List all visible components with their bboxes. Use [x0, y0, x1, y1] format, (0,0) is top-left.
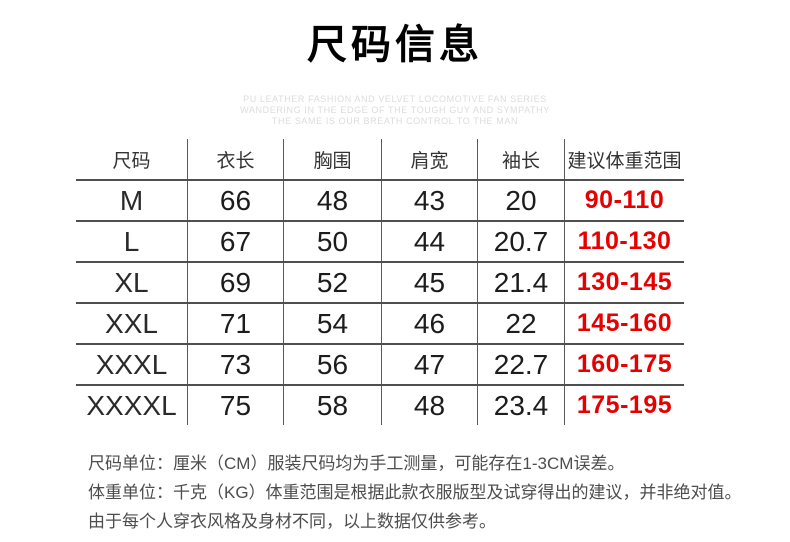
- table-row-m: M 66 48 43 20 90-110: [76, 179, 684, 220]
- cell-size: M: [76, 181, 188, 220]
- column-header-weight-range: 建议体重范围: [567, 150, 682, 172]
- cell-size: XL: [76, 263, 188, 302]
- cell-weight-range: 110-130: [577, 227, 672, 255]
- cell-shoulder: 43: [382, 181, 478, 220]
- size-table: 尺码 衣长 胸围 肩宽 袖长 建议体重范围 M 66 48 43 20 90-1…: [76, 139, 684, 425]
- column-header-chest: 胸围: [284, 139, 382, 179]
- note-size-unit: 尺码单位：厘米（CM）服装尺码均为手工测量，可能存在1-3CM误差。: [88, 454, 625, 473]
- cell-chest: 58: [284, 386, 382, 425]
- cell-sleeve: 21.4: [478, 263, 565, 302]
- cell-sleeve: 23.4: [478, 386, 565, 425]
- cell-length: 66: [188, 181, 284, 220]
- cell-sleeve: 20: [478, 181, 565, 220]
- note-weight-unit: 体重单位：千克（KG）体重范围是根据此款衣服版型及试穿得出的建议，并非绝对值。: [88, 483, 742, 502]
- cell-length: 73: [188, 345, 284, 384]
- column-header-length: 衣长: [188, 139, 284, 179]
- cell-weight-range: 145-160: [576, 309, 673, 337]
- cell-length: 75: [188, 386, 284, 425]
- cell-weight-range: 90-110: [584, 186, 665, 214]
- cell-weight-range: 130-145: [576, 268, 673, 296]
- note-disclaimer: 由于每个人穿衣风格及身材不同，以上数据仅供参考。: [88, 512, 496, 531]
- column-header-shoulder: 肩宽: [382, 139, 478, 179]
- table-header-row: 尺码 衣长 胸围 肩宽 袖长 建议体重范围: [76, 139, 684, 179]
- table-row-xxxl: XXXL 73 56 47 22.7 160-175: [76, 343, 684, 384]
- cell-weight-range: 175-195: [576, 391, 673, 419]
- table-row-xxxxl: XXXXL 75 58 48 23.4 175-195: [76, 384, 684, 425]
- watermark-line-2: WANDERING IN THE EDGE OF THE TOUGH GUY A…: [240, 105, 550, 115]
- cell-chest: 52: [284, 263, 382, 302]
- column-header-size: 尺码: [76, 139, 188, 179]
- cell-shoulder: 48: [382, 386, 478, 425]
- cell-chest: 48: [284, 181, 382, 220]
- cell-length: 69: [188, 263, 284, 302]
- cell-size: XXXL: [76, 345, 188, 384]
- watermark: PU LEATHER FASHION AND VELVET LOCOMOTIVE…: [0, 94, 790, 127]
- cell-chest: 56: [284, 345, 382, 384]
- cell-sleeve: 22: [478, 304, 565, 343]
- cell-weight-range: 160-175: [576, 350, 673, 378]
- cell-chest: 50: [284, 222, 382, 261]
- cell-shoulder: 45: [382, 263, 478, 302]
- cell-shoulder: 47: [382, 345, 478, 384]
- watermark-line-3: THE SAME IS OUR BREATH CONTROL TO THE MA…: [271, 116, 519, 126]
- cell-sleeve: 20.7: [478, 222, 565, 261]
- column-header-sleeve: 袖长: [478, 139, 565, 179]
- cell-size: L: [76, 222, 188, 261]
- cell-length: 71: [188, 304, 284, 343]
- cell-size: XXL: [76, 304, 188, 343]
- cell-sleeve: 22.7: [478, 345, 565, 384]
- table-row-xxl: XXL 71 54 46 22 145-160: [76, 302, 684, 343]
- cell-size: XXXXL: [76, 386, 188, 425]
- cell-length: 67: [188, 222, 284, 261]
- table-row-xl: XL 69 52 45 21.4 130-145: [76, 261, 684, 302]
- page-title: 尺码信息: [307, 23, 483, 67]
- cell-shoulder: 46: [382, 304, 478, 343]
- cell-shoulder: 44: [382, 222, 478, 261]
- cell-chest: 54: [284, 304, 382, 343]
- footnotes: 尺码单位：厘米（CM）服装尺码均为手工测量，可能存在1-3CM误差。 体重单位：…: [88, 449, 790, 536]
- table-row-l: L 67 50 44 20.7 110-130: [76, 220, 684, 261]
- watermark-line-1: PU LEATHER FASHION AND VELVET LOCOMOTIVE…: [243, 94, 547, 104]
